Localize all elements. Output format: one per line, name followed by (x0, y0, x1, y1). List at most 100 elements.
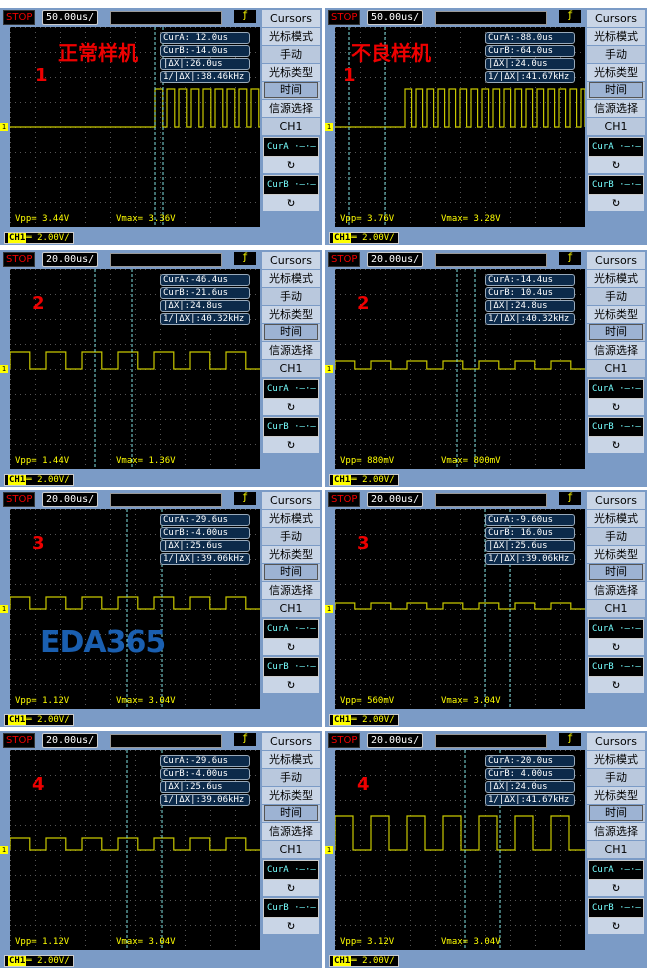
cursor-mode-button[interactable]: 光标模式 (587, 270, 645, 287)
grid-dot (390, 77, 391, 78)
channel-1-scale[interactable]: CH1═ 2.00V/ (329, 232, 399, 244)
grid-dot (60, 117, 61, 118)
grid-dot (20, 344, 21, 345)
cursor-a-button[interactable]: CurA ·—·— (263, 619, 319, 639)
grid-dot (20, 102, 21, 103)
source-select-button[interactable]: 信源选择 (262, 100, 320, 117)
cursor-mode-button[interactable]: 光标模式 (587, 28, 645, 45)
cursor-a-button[interactable]: CurA ·—·— (263, 379, 319, 399)
grid-dot (200, 584, 201, 585)
grid-dot (185, 404, 186, 405)
rotate-knob-icon[interactable]: ↻ (588, 437, 644, 453)
run-stop-status[interactable]: STOP (3, 10, 36, 25)
grid-dot (485, 142, 486, 143)
cursor-type-button[interactable]: 光标类型 (587, 64, 645, 81)
run-stop-status[interactable]: STOP (3, 252, 36, 267)
rotate-knob-icon[interactable]: ↻ (263, 437, 319, 453)
grid-dot (385, 649, 386, 650)
grid-dot (160, 329, 161, 330)
grid-dot (435, 359, 436, 360)
grid-dot (35, 514, 36, 515)
grid-dot (110, 32, 111, 33)
source-select-button[interactable]: 信源选择 (587, 342, 645, 359)
grid-dot (460, 172, 461, 173)
cursor-a-button[interactable]: CurA ·—·— (588, 379, 644, 399)
grid-dot (20, 559, 21, 560)
source-select-button[interactable]: 信源选择 (587, 100, 645, 117)
grid-dot (205, 369, 206, 370)
grid-dot (535, 454, 536, 455)
rotate-knob-icon[interactable]: ↻ (588, 157, 644, 173)
rotate-knob-icon[interactable]: ↻ (588, 195, 644, 211)
cursor-mode-button[interactable]: 光标模式 (262, 510, 320, 527)
cursor-mode-button[interactable]: 光标模式 (262, 270, 320, 287)
rotate-knob-icon[interactable]: ↻ (263, 157, 319, 173)
run-stop-status[interactable]: STOP (328, 10, 361, 25)
cursor-type-button[interactable]: 光标类型 (262, 306, 320, 323)
cursor-b-value: CurB:-4.00us (160, 527, 250, 539)
source-select-button[interactable]: 信源选择 (262, 582, 320, 599)
grid-dot (115, 269, 116, 270)
cursor-a-button[interactable]: CurA ·—·— (588, 137, 644, 157)
grid-dot (350, 27, 351, 28)
grid-dot (10, 564, 11, 565)
grid-dot (475, 77, 476, 78)
grid-dot (155, 269, 156, 270)
grid-dot (60, 544, 61, 545)
cursor-a-button[interactable]: CurA ·—·— (263, 137, 319, 157)
cursor-type-button[interactable]: 光标类型 (262, 546, 320, 563)
cursor-b-button[interactable]: CurB ·—·— (263, 657, 319, 677)
grid-dot (50, 52, 51, 53)
rotate-knob-icon[interactable]: ↻ (588, 399, 644, 415)
cursor-b-button[interactable]: CurB ·—·— (588, 417, 644, 437)
grid-dot (530, 444, 531, 445)
grid-dot (45, 419, 46, 420)
grid-dot (85, 112, 86, 113)
cursor-b-button[interactable]: CurB ·—·— (263, 175, 319, 195)
grid-dot (110, 384, 111, 385)
grid-dot (210, 202, 211, 203)
grid-dot (435, 339, 436, 340)
grid-dot (235, 152, 236, 153)
cursor-b-button[interactable]: CurB ·—·— (263, 417, 319, 437)
cursor-type-button[interactable]: 光标类型 (262, 64, 320, 81)
grid-dot (545, 419, 546, 420)
grid-dot (455, 152, 456, 153)
grid-dot (35, 429, 36, 430)
grid-dot (510, 269, 511, 270)
grid-dot (485, 424, 486, 425)
run-stop-status[interactable]: STOP (328, 492, 361, 507)
cursor-mode-button[interactable]: 光标模式 (262, 28, 320, 45)
grid-dot (85, 624, 86, 625)
grid-dot (360, 384, 361, 385)
grid-dot (580, 177, 581, 178)
cursor-type-button[interactable]: 光标类型 (587, 306, 645, 323)
grid-dot (400, 27, 401, 28)
cursor-b-button[interactable]: CurB ·—·— (588, 175, 644, 195)
grid-dot (450, 177, 451, 178)
rotate-knob-icon[interactable]: ↻ (263, 195, 319, 211)
grid-dot (575, 269, 576, 270)
channel-1-scale[interactable]: CH1═ 2.00V/ (4, 714, 74, 726)
grid-dot (10, 699, 11, 700)
grid-dot (185, 122, 186, 123)
grid-dot (80, 419, 81, 420)
channel-1-scale[interactable]: CH1═ 2.00V/ (329, 474, 399, 486)
run-stop-status[interactable]: STOP (328, 252, 361, 267)
rotate-knob-icon[interactable]: ↻ (263, 677, 319, 693)
grid-dot (560, 212, 561, 213)
grid-dot (235, 299, 236, 300)
run-stop-status[interactable]: STOP (3, 492, 36, 507)
grid-dot (170, 419, 171, 420)
grid-dot (160, 182, 161, 183)
grid-dot (160, 699, 161, 700)
rotate-knob-icon[interactable]: ↻ (263, 639, 319, 655)
source-select-button[interactable]: 信源选择 (262, 342, 320, 359)
grid-dot (85, 459, 86, 460)
channel-1-scale[interactable]: CH1═ 2.00V/ (4, 232, 74, 244)
channel-1-scale[interactable]: CH1═ 2.00V/ (4, 474, 74, 486)
grid-dot (375, 394, 376, 395)
grid-dot (60, 177, 61, 178)
grid-dot (10, 654, 11, 655)
rotate-knob-icon[interactable]: ↻ (263, 399, 319, 415)
